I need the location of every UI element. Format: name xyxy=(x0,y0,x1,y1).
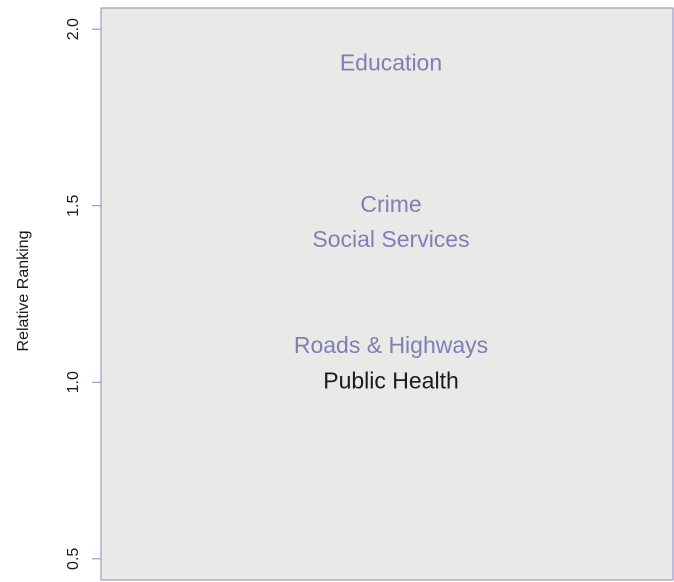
y-tick-label: 1.5 xyxy=(65,195,82,217)
y-tick-label: 1.0 xyxy=(65,371,82,393)
point-label: Education xyxy=(340,50,442,76)
point-label: Social Services xyxy=(312,226,469,252)
plot-area xyxy=(100,7,674,581)
point-label: Public Health xyxy=(323,367,459,393)
point-label: Roads & Highways xyxy=(294,332,488,358)
point-label: Crime xyxy=(360,191,421,217)
y-axis-label: Relative Ranking xyxy=(15,231,32,352)
y-tick-label: 0.5 xyxy=(65,548,82,570)
y-tick-label: 2.0 xyxy=(65,18,82,40)
